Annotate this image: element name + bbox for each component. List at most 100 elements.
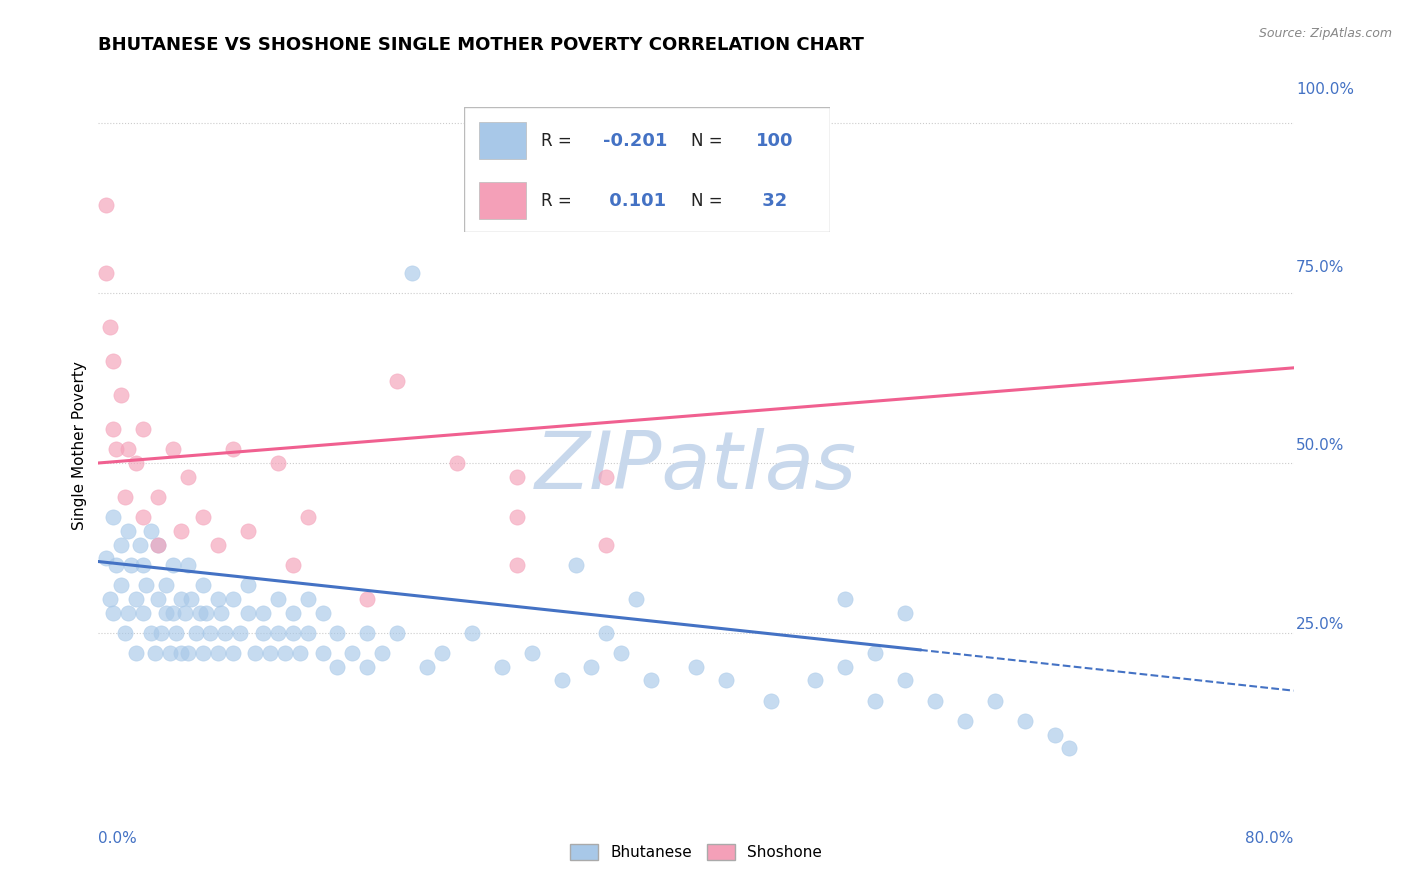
Point: [326, 660, 349, 674]
Text: 75.0%: 75.0%: [1296, 260, 1344, 275]
Point: [371, 646, 394, 660]
Point: [565, 558, 588, 572]
Text: 100.0%: 100.0%: [1296, 82, 1354, 96]
Point: [640, 673, 662, 688]
Point: [207, 537, 229, 551]
Point: [214, 626, 236, 640]
Text: 0.0%: 0.0%: [98, 831, 138, 847]
Point: [834, 660, 856, 674]
Point: [595, 469, 617, 483]
Point: [174, 606, 197, 620]
Point: [865, 646, 887, 660]
Point: [105, 442, 128, 457]
Point: [125, 646, 148, 660]
Point: [103, 510, 125, 524]
Point: [125, 456, 148, 470]
Point: [685, 660, 707, 674]
Point: [188, 606, 211, 620]
Point: [236, 606, 259, 620]
Point: [865, 694, 887, 708]
Point: [162, 442, 184, 457]
Point: [184, 626, 207, 640]
Point: [132, 422, 155, 436]
Point: [506, 558, 529, 572]
Point: [132, 558, 155, 572]
Point: [385, 626, 409, 640]
Point: [274, 646, 297, 660]
Point: [165, 626, 187, 640]
Point: [430, 646, 453, 660]
Point: [595, 537, 617, 551]
Point: [356, 660, 378, 674]
Point: [236, 524, 259, 538]
Point: [117, 606, 139, 620]
Point: [169, 524, 191, 538]
Point: [103, 354, 125, 368]
Point: [114, 490, 136, 504]
Point: [506, 510, 529, 524]
Text: 80.0%: 80.0%: [1246, 831, 1294, 847]
Point: [297, 591, 319, 606]
Point: [169, 591, 191, 606]
FancyBboxPatch shape: [464, 107, 830, 232]
Point: [132, 606, 155, 620]
Point: [953, 714, 976, 729]
Point: [125, 591, 148, 606]
Text: ZIPatlas: ZIPatlas: [534, 428, 858, 507]
Point: [222, 646, 245, 660]
Point: [259, 646, 281, 660]
Point: [245, 646, 267, 660]
Point: [117, 524, 139, 538]
Point: [155, 578, 177, 592]
Point: [94, 266, 117, 280]
Text: 100: 100: [756, 132, 794, 150]
Point: [114, 626, 136, 640]
Y-axis label: Single Mother Poverty: Single Mother Poverty: [72, 361, 87, 531]
Point: [135, 578, 157, 592]
Point: [103, 422, 125, 436]
Point: [297, 626, 319, 640]
Point: [139, 524, 162, 538]
Point: [356, 626, 378, 640]
Point: [110, 578, 132, 592]
Point: [401, 266, 423, 280]
Point: [229, 626, 252, 640]
Point: [209, 606, 232, 620]
Point: [461, 626, 484, 640]
Point: [342, 646, 364, 660]
Point: [148, 591, 170, 606]
Point: [148, 537, 170, 551]
Point: [169, 646, 191, 660]
Point: [150, 626, 173, 640]
FancyBboxPatch shape: [478, 122, 526, 160]
Point: [1043, 728, 1066, 742]
Text: Source: ZipAtlas.com: Source: ZipAtlas.com: [1258, 27, 1392, 40]
Text: N =: N =: [690, 132, 723, 150]
Point: [252, 606, 274, 620]
Point: [129, 537, 152, 551]
Point: [267, 456, 290, 470]
Point: [177, 558, 200, 572]
Point: [281, 606, 304, 620]
Point: [983, 694, 1005, 708]
Point: [159, 646, 181, 660]
Point: [110, 537, 132, 551]
Text: -0.201: -0.201: [603, 132, 668, 150]
Point: [94, 198, 117, 212]
Point: [94, 551, 117, 566]
Point: [356, 591, 378, 606]
Point: [98, 320, 122, 334]
Point: [252, 626, 274, 640]
Text: 25.0%: 25.0%: [1296, 617, 1344, 632]
Point: [207, 646, 229, 660]
Point: [581, 660, 603, 674]
Point: [624, 591, 647, 606]
Point: [326, 626, 349, 640]
Point: [148, 490, 170, 504]
Point: [143, 646, 166, 660]
Point: [162, 558, 184, 572]
Point: [105, 558, 128, 572]
Point: [194, 606, 218, 620]
Point: [267, 591, 290, 606]
Point: [267, 626, 290, 640]
